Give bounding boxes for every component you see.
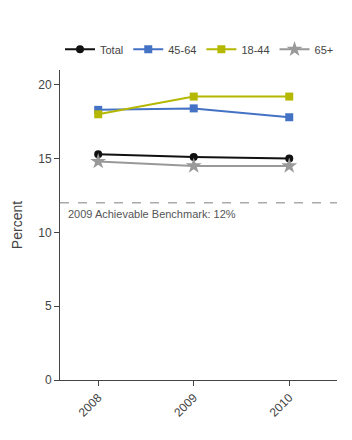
svg-text:2009 Achievable Benchmark: 12%: 2009 Achievable Benchmark: 12%: [68, 208, 236, 220]
svg-text:18-44: 18-44: [241, 44, 269, 56]
svg-text:45-64: 45-64: [168, 44, 196, 56]
svg-text:15: 15: [38, 152, 52, 166]
svg-text:Total: Total: [100, 44, 123, 56]
svg-text:20: 20: [38, 78, 52, 92]
svg-text:2010: 2010: [267, 391, 296, 420]
svg-text:5: 5: [45, 299, 52, 313]
svg-text:10: 10: [38, 226, 52, 240]
svg-text:2009: 2009: [171, 391, 200, 420]
svg-text:2008: 2008: [76, 391, 105, 420]
svg-text:65+: 65+: [315, 44, 334, 56]
svg-text:Percent: Percent: [9, 201, 25, 249]
svg-text:0: 0: [45, 373, 52, 387]
